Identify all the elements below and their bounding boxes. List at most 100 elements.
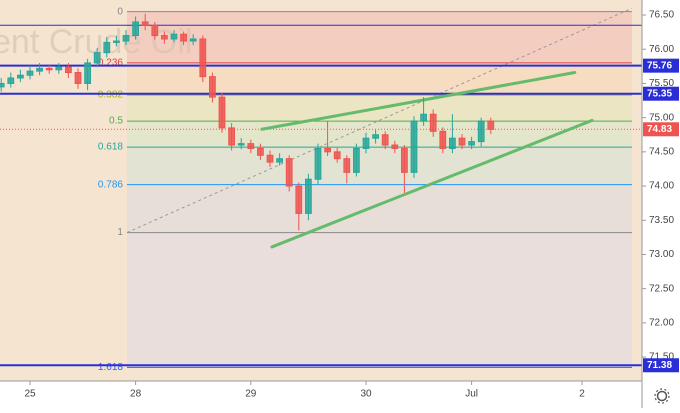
- candle-body: [0, 82, 5, 88]
- candle-body: [103, 41, 111, 54]
- candle-body: [477, 120, 485, 143]
- x-tick-label: Jul: [465, 389, 478, 400]
- candle-body: [151, 24, 159, 37]
- axes: 71.50 72.00 72.50 73.00 73.50 74.00 74.50 75.00…: [24, 10, 679, 400]
- fib-label: 0.5: [109, 116, 123, 127]
- candle-body: [333, 151, 341, 160]
- candle-body: [55, 66, 63, 71]
- y-tick-label: 75.50: [649, 78, 674, 89]
- candle-body: [26, 70, 34, 76]
- level-label-box: [643, 58, 679, 73]
- level-label: 75.76: [647, 60, 672, 71]
- candle-body: [17, 74, 24, 79]
- candle-body: [7, 77, 15, 84]
- candle-body: [74, 72, 82, 84]
- y-tick-label: 76.00: [649, 44, 674, 55]
- x-tick-label: 29: [245, 389, 257, 400]
- candle-body: [257, 147, 264, 156]
- candle-body: [132, 21, 139, 37]
- fib-label: 1: [117, 227, 123, 238]
- candle-body: [84, 62, 91, 84]
- candle-body: [209, 76, 216, 98]
- candle-body: [401, 147, 408, 173]
- fib-bands: [126, 11, 632, 368]
- fib-label: 0.618: [98, 142, 123, 153]
- candle-body: [266, 154, 274, 163]
- y-tick-label: 73.50: [649, 215, 674, 226]
- candle-body: [93, 52, 101, 64]
- candle-body: [122, 35, 130, 42]
- candle-body: [381, 134, 389, 146]
- candle-body: [161, 35, 168, 40]
- candle-body: [362, 137, 370, 149]
- candle-body: [285, 158, 293, 187]
- candle-body: [65, 66, 72, 74]
- settings-icon[interactable]: [654, 388, 670, 404]
- level-label: 71.38: [647, 360, 672, 371]
- candle-body: [180, 33, 187, 42]
- candle-body: [449, 137, 456, 149]
- x-tick-label: 25: [24, 389, 36, 400]
- level-label: 75.35: [647, 88, 672, 99]
- fib-band: [126, 11, 632, 63]
- level-label-box: [643, 358, 679, 373]
- last-price-label: 74.83: [647, 124, 672, 135]
- last-price-box: [643, 122, 679, 137]
- y-tick-label: 73.00: [649, 249, 674, 260]
- candle-body: [36, 67, 43, 72]
- candle-body: [305, 178, 312, 214]
- candle-body: [295, 185, 303, 214]
- fib-label: 0.382: [98, 90, 123, 101]
- level-label-box: [643, 86, 679, 101]
- y-tick-label: 76.50: [649, 10, 674, 21]
- fib-label: 0.786: [98, 179, 123, 190]
- candle-body: [353, 147, 360, 173]
- candle-body: [276, 158, 283, 163]
- candle-body: [189, 38, 197, 42]
- candle-body: [247, 143, 255, 149]
- candle-body: [468, 141, 475, 146]
- y-tick-label: 75.00: [649, 112, 674, 123]
- y-tick-label: 74.00: [649, 181, 674, 192]
- y-tick-label: 71.50: [649, 352, 674, 363]
- candle-body: [487, 120, 495, 130]
- candle-body: [429, 113, 437, 132]
- candle-body: [237, 143, 245, 146]
- candle-body: [372, 134, 379, 139]
- x-tick-label: 2: [579, 389, 585, 400]
- candle-body: [141, 21, 149, 26]
- lines: 0 0.236 0.382 0.5 0.618 0.786 1 1.618: [0, 6, 642, 373]
- candle-body: [113, 40, 120, 43]
- candles: [0, 13, 495, 231]
- fib-label: 1.618: [98, 362, 123, 373]
- x-tick-label: 28: [130, 389, 142, 400]
- y-tick-label: 72.00: [649, 317, 674, 328]
- candle-body: [314, 147, 322, 180]
- candle-body: [391, 144, 399, 149]
- candle-body: [170, 33, 178, 40]
- fib-label: 0.236: [98, 58, 123, 69]
- fib-label: 0: [117, 6, 123, 17]
- candle-body: [439, 130, 447, 149]
- fib-band: [126, 184, 632, 233]
- trend-line: [260, 71, 577, 131]
- candle-body: [199, 38, 207, 78]
- candle-body: [458, 137, 466, 146]
- candle-body: [410, 120, 418, 173]
- fib-trend-line: [126, 7, 633, 234]
- y-tick-label: 74.50: [649, 146, 674, 157]
- y-tick-label: 72.50: [649, 283, 674, 294]
- fib-band: [126, 147, 632, 185]
- candle-body: [343, 158, 351, 173]
- trend-line: [270, 118, 594, 249]
- candle-body: [324, 147, 331, 153]
- candle-body: [45, 67, 53, 71]
- fib-band: [126, 121, 632, 148]
- candle-body: [218, 96, 226, 129]
- x-tick-label: 30: [360, 389, 372, 400]
- candle-body: [228, 127, 235, 146]
- candle-body: [420, 113, 427, 122]
- fib-band: [126, 232, 632, 368]
